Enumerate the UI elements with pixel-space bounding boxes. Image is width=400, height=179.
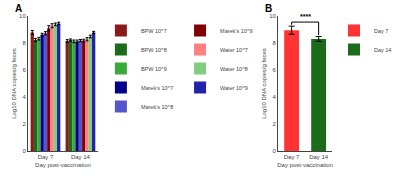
- svg-text:Marek's 10^7: Marek's 10^7: [141, 85, 173, 91]
- svg-text:10: 10: [19, 13, 26, 19]
- svg-text:4: 4: [22, 94, 26, 100]
- svg-text:BPW 10^7: BPW 10^7: [141, 28, 167, 34]
- svg-text:6: 6: [22, 67, 26, 73]
- svg-text:Water 10^7: Water 10^7: [220, 47, 248, 53]
- svg-text:Water 10^8: Water 10^8: [220, 66, 248, 72]
- svg-text:0: 0: [273, 148, 277, 154]
- svg-text:Day 14: Day 14: [309, 154, 329, 160]
- svg-text:Marek's 10^8: Marek's 10^8: [141, 104, 173, 110]
- svg-text:Marek's 10^9: Marek's 10^9: [220, 28, 252, 34]
- svg-text:6: 6: [273, 67, 277, 73]
- svg-text:Log10 DNA copies/g feces: Log10 DNA copies/g feces: [261, 48, 267, 119]
- svg-text:A: A: [15, 3, 22, 14]
- svg-text:2: 2: [22, 121, 26, 127]
- svg-text:0: 0: [22, 148, 26, 154]
- svg-text:B: B: [265, 3, 272, 14]
- svg-text:Day 14: Day 14: [71, 154, 91, 160]
- svg-text:10: 10: [269, 13, 276, 19]
- svg-text:Water 10^9: Water 10^9: [220, 85, 248, 91]
- svg-text:Day 7: Day 7: [284, 154, 300, 160]
- svg-text:8: 8: [22, 40, 26, 46]
- svg-text:****: ****: [300, 13, 311, 20]
- svg-text:Day 7: Day 7: [374, 28, 388, 34]
- svg-text:Day 7: Day 7: [38, 154, 54, 160]
- svg-text:2: 2: [273, 121, 277, 127]
- svg-text:Day 14: Day 14: [374, 47, 391, 53]
- svg-text:Day post-vaccination: Day post-vaccination: [35, 162, 91, 168]
- svg-text:BPW 10^9: BPW 10^9: [141, 66, 167, 72]
- svg-text:8: 8: [273, 40, 277, 46]
- svg-text:BPW 10^8: BPW 10^8: [141, 47, 167, 53]
- svg-text:Log10 DNA copies/g feces: Log10 DNA copies/g feces: [11, 48, 17, 119]
- svg-text:4: 4: [273, 94, 277, 100]
- svg-text:Day post-vaccination: Day post-vaccination: [277, 162, 333, 168]
